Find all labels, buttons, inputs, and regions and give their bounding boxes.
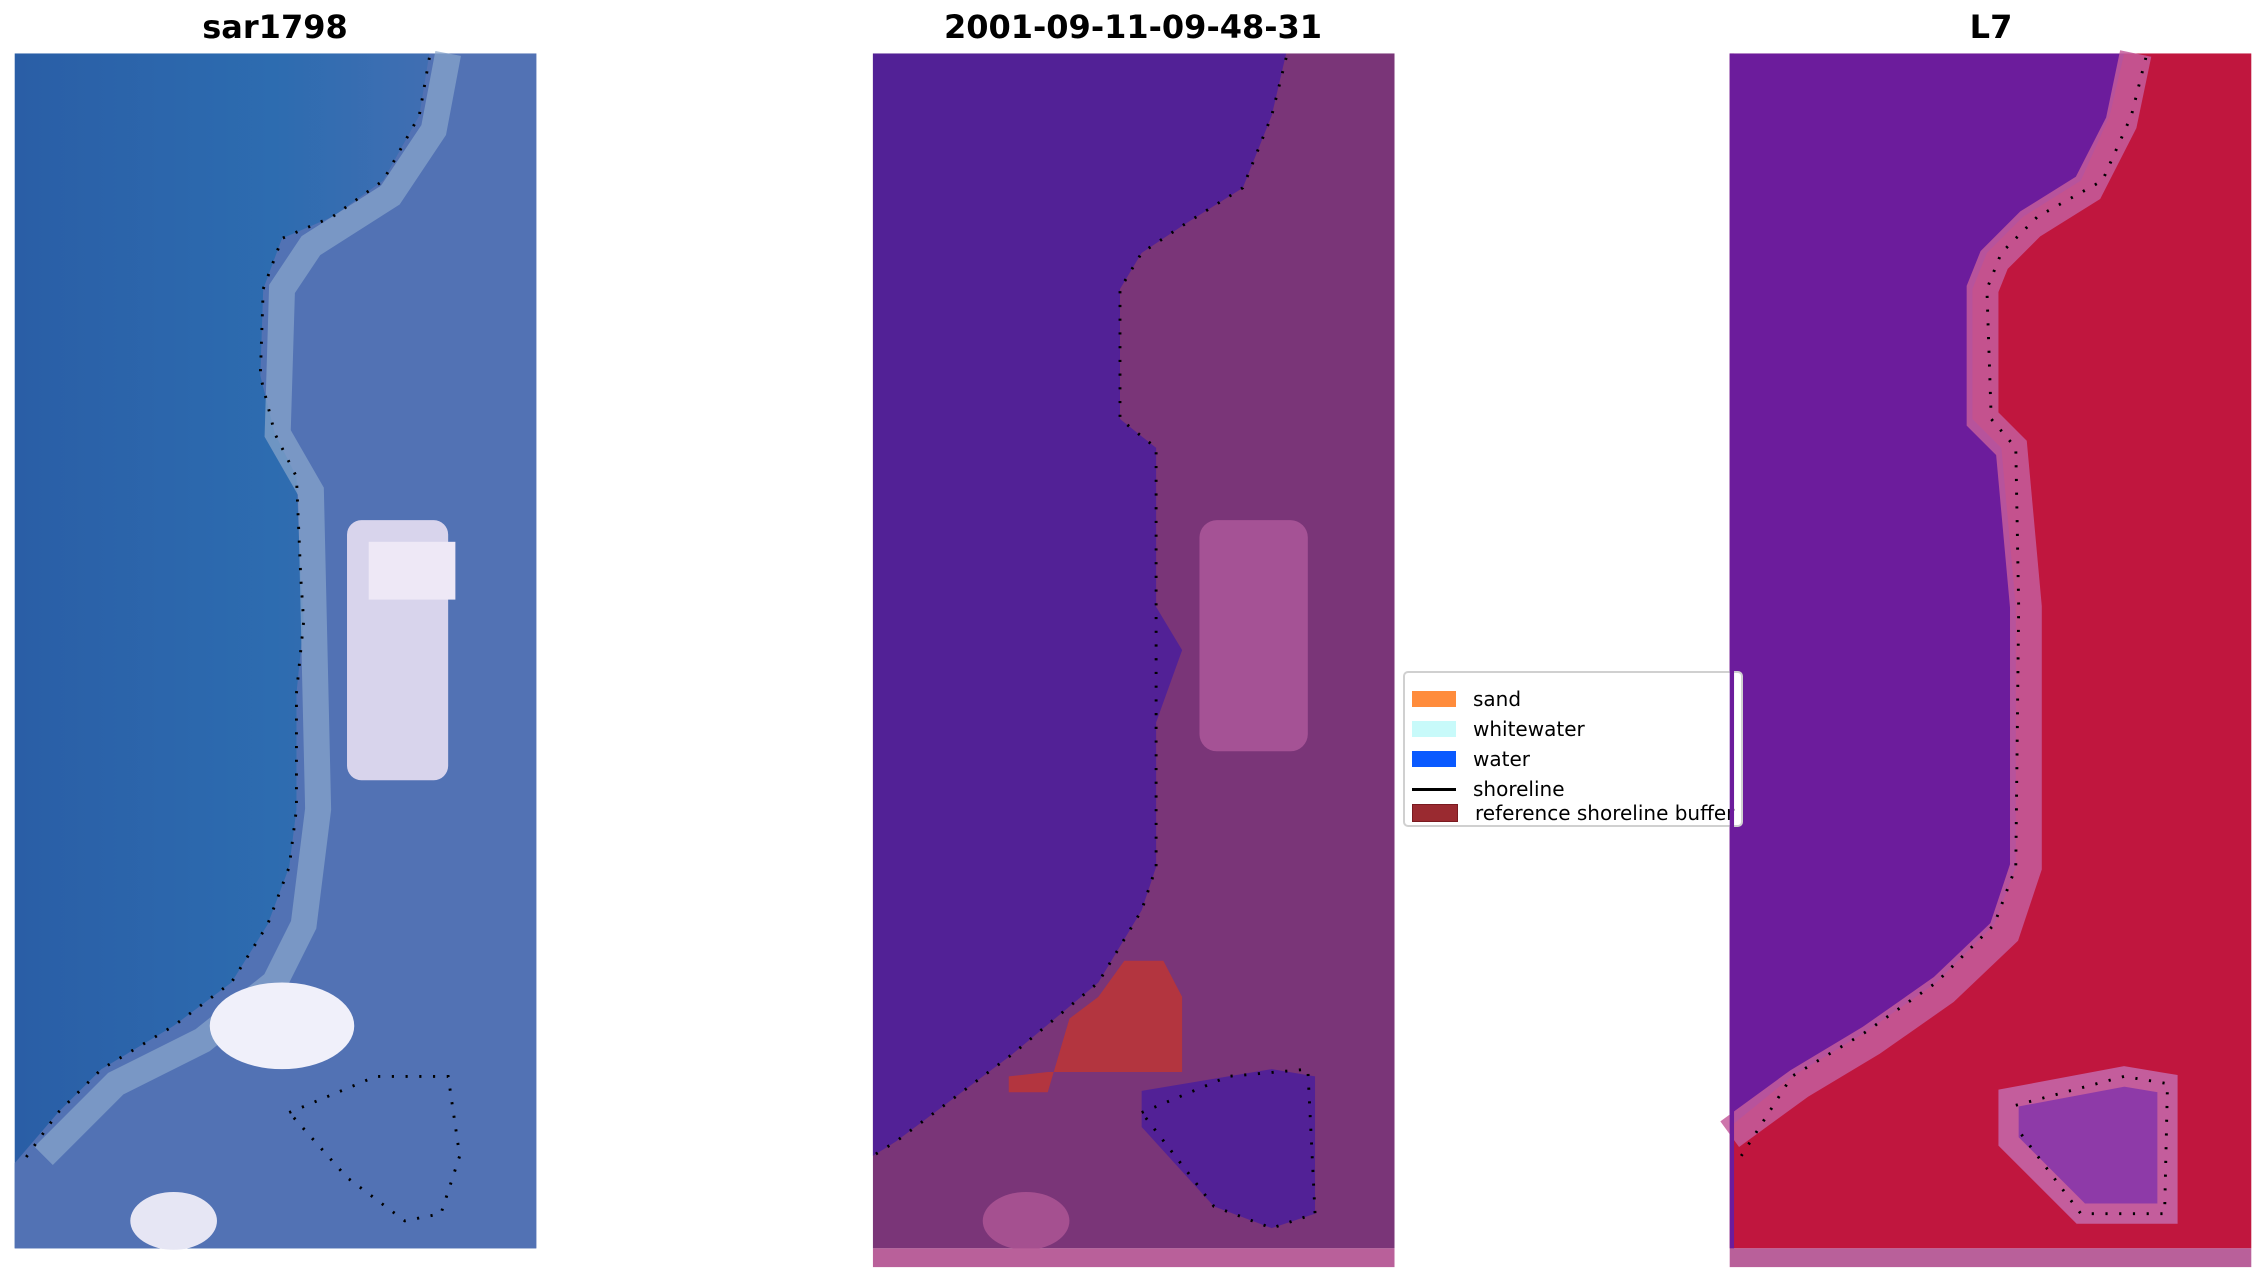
legend-label: sand [1473, 687, 1522, 711]
panel-title-rgb: sar1798 [202, 8, 348, 46]
reference-buffer-region [1008, 960, 1183, 1093]
shoreline-line-icon [1412, 787, 1456, 791]
legend-item-water: water [1412, 744, 1530, 774]
legend-item-whitewater: whitewater [1412, 714, 1585, 744]
legend-item-shoreline: shoreline [1412, 774, 1565, 804]
panel-rgb-image [14, 51, 537, 1250]
whitewater-swatch-icon [1412, 721, 1456, 737]
lagoon [1998, 1066, 2178, 1224]
legend-label: reference shoreline buffer [1475, 801, 1735, 825]
legend-label: shoreline [1473, 777, 1565, 801]
buffer-swatch-icon [1412, 804, 1458, 822]
sand-swatch-icon [1412, 691, 1456, 707]
panel-l7-image [1720, 50, 2252, 1268]
legend-label: water [1473, 747, 1530, 771]
legend-item-sand: sand [1412, 684, 1521, 714]
legend: sand whitewater water shoreline referenc… [1403, 671, 1743, 827]
legend-label: whitewater [1473, 717, 1585, 741]
panel-title-index: L7 [1969, 8, 2013, 46]
legend-item-reference-buffer: reference shoreline buffer [1412, 798, 1735, 825]
panel-title-classified: 2001-09-11-09-48-31 [943, 8, 1323, 46]
water-swatch-icon [1412, 751, 1456, 767]
panel-classified-image [872, 53, 1395, 1268]
lagoon [1141, 1069, 1316, 1229]
